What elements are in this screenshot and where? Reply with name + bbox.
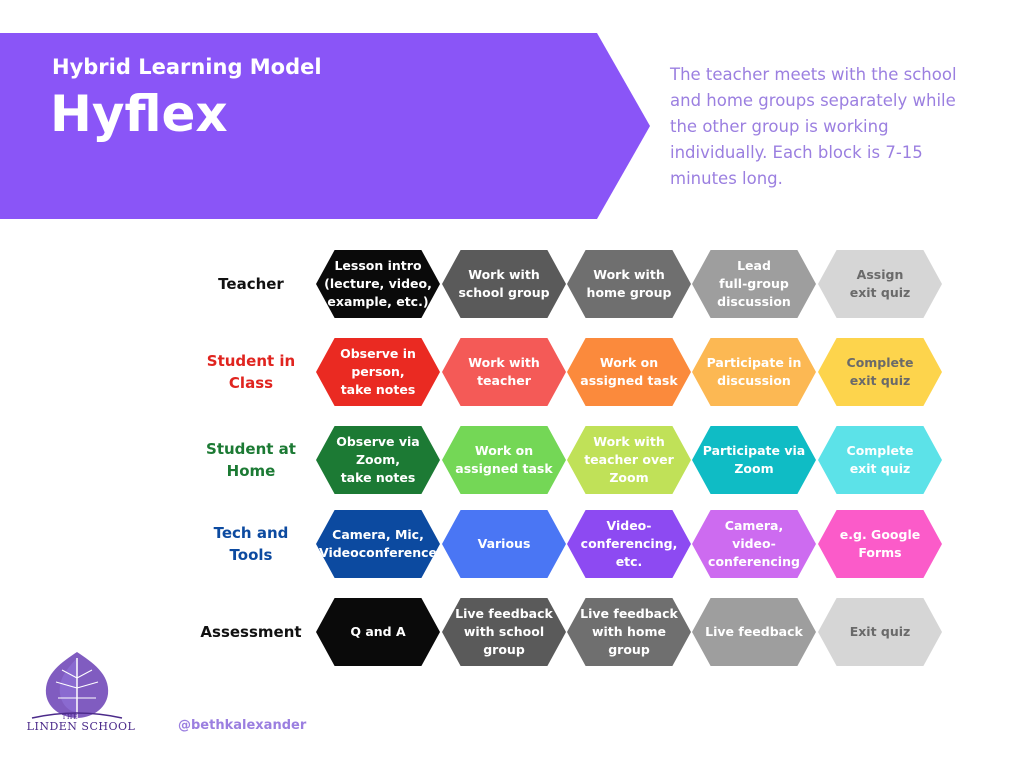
schedule-block: Work with school group [442, 250, 566, 318]
page-title: Hyflex [50, 85, 228, 143]
schedule-block-text: Complete exit quiz [846, 355, 914, 388]
subtitle: Hybrid Learning Model [52, 55, 322, 79]
schedule-block: Lead full-group discussion [692, 250, 816, 318]
schedule-block: Work on assigned task [442, 426, 566, 494]
schedule-block: Lesson intro (lecture, video, example, e… [316, 250, 440, 318]
row-label: Assessment [200, 623, 302, 641]
logo-small-text: THE [62, 714, 79, 721]
schedule-block: Observe in person, take notes [316, 338, 440, 406]
schedule-block-text: Camera, video- conferencing [708, 518, 800, 569]
schedule-block: Video- conferencing, etc. [567, 510, 691, 578]
schedule-block-text: Lead full-group discussion [717, 258, 791, 309]
schedule-block-text: Lesson intro (lecture, video, example, e… [324, 258, 432, 309]
schedule-block: Live feedback with home group [567, 598, 691, 666]
schedule-block: Various [442, 510, 566, 578]
schedule-block-text: Work with teacher [468, 355, 540, 388]
schedule-block-text: Video- conferencing, etc. [580, 518, 678, 569]
schedule-block: Work with home group [567, 250, 691, 318]
schedule-block-text: Work with home group [586, 267, 672, 300]
schedule-block-text: Work on assigned task [455, 443, 553, 476]
schedule-block: Complete exit quiz [818, 426, 942, 494]
schedule-block-text: Camera, Mic, Videoconference [319, 527, 437, 560]
schedule-block-text: Complete exit quiz [846, 443, 914, 476]
schedule-block: Camera, video- conferencing [692, 510, 816, 578]
schedule-block: Exit quiz [818, 598, 942, 666]
schedule-block: Participate via Zoom [692, 426, 816, 494]
schedule-block: Assign exit quiz [818, 250, 942, 318]
schedule-block: Observe via Zoom, take notes [316, 426, 440, 494]
schedule-block-text: Observe in person, take notes [340, 346, 416, 397]
schedule-block-text: Participate in discussion [706, 355, 802, 388]
row-label: Student in Class [206, 352, 296, 392]
schedule-block-text: Live feedback with school group [455, 606, 553, 657]
social-handle: @bethkalexander [178, 718, 307, 733]
banner-arrow-shape [0, 33, 650, 219]
schedule-block-text: Assign exit quiz [849, 267, 911, 300]
schedule-block: Camera, Mic, Videoconference [316, 510, 440, 578]
schedule-block-text: Work on assigned task [580, 355, 678, 388]
schedule-block-text: Live feedback [705, 624, 803, 639]
schedule-block: Live feedback [692, 598, 816, 666]
schedule-block: Q and A [316, 598, 440, 666]
schedule-block: Work with teacher over Zoom [567, 426, 691, 494]
row-label: Teacher [218, 275, 284, 293]
description-text: The teacher meets with the school and ho… [670, 65, 957, 188]
schedule-block: Work with teacher [442, 338, 566, 406]
schedule-block: Complete exit quiz [818, 338, 942, 406]
row-label: Student at Home [206, 440, 296, 480]
row-label: Tech and Tools [213, 524, 289, 564]
schedule-block: Work on assigned task [567, 338, 691, 406]
school-logo-text: LINDEN SCHOOL [26, 720, 136, 733]
schedule-block-text: Participate via Zoom [702, 443, 806, 476]
schedule-block-text: Live feedback with home group [580, 606, 678, 657]
schedule-block-text: Q and A [350, 624, 406, 639]
schedule-block-text: e.g. Google Forms [839, 527, 921, 560]
schedule-block-text: Exit quiz [849, 624, 911, 639]
schedule-block-text: Work with teacher over Zoom [584, 434, 674, 485]
schedule-block: e.g. Google Forms [818, 510, 942, 578]
schedule-block-text: Various [477, 536, 531, 551]
linden-leaf-icon [31, 652, 123, 720]
schedule-block-text: Work with school group [458, 267, 550, 300]
schedule-block: Live feedback with school group [442, 598, 566, 666]
header-banner [0, 33, 650, 219]
schedule-block-text: Observe via Zoom, take notes [336, 434, 420, 485]
schedule-block: Participate in discussion [692, 338, 816, 406]
